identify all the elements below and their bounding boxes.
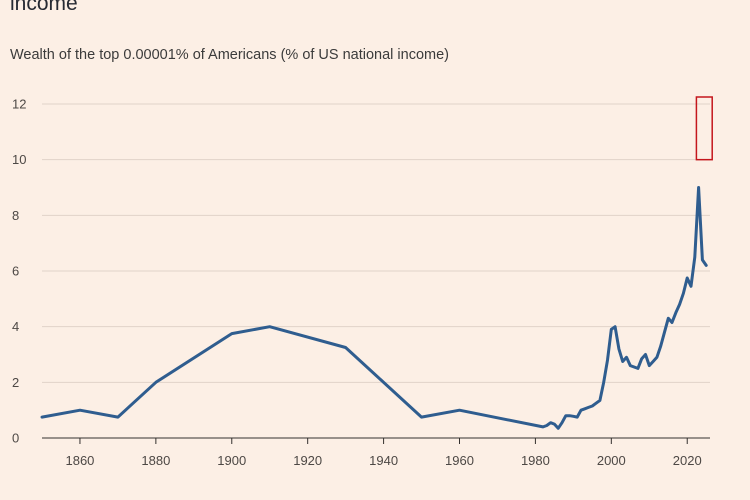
x-tick-label: 1940 bbox=[369, 453, 398, 468]
y-tick-label: 4 bbox=[12, 319, 19, 334]
y-tick-label: 8 bbox=[12, 208, 19, 223]
x-tick-label: 2000 bbox=[597, 453, 626, 468]
x-tick-label: 2020 bbox=[673, 453, 702, 468]
annotation-layer bbox=[695, 96, 713, 161]
chart-title: income bbox=[10, 0, 78, 15]
y-tick-label: 6 bbox=[12, 264, 19, 279]
gridlines bbox=[42, 103, 710, 439]
series-layer bbox=[40, 186, 708, 430]
y-tick-label: 12 bbox=[12, 97, 26, 112]
x-tick-label: 1860 bbox=[65, 453, 94, 468]
y-tick-label: 0 bbox=[12, 431, 19, 446]
x-tick-label: 1920 bbox=[293, 453, 322, 468]
x-tick-label: 1900 bbox=[217, 453, 246, 468]
x-axis-ticks: 1860 1880 1900 1920 1940 1960 1980 2000 2020 bbox=[65, 438, 702, 468]
y-axis-ticks: 0 2 4 6 8 10 12 bbox=[12, 97, 26, 446]
x-tick-label: 1960 bbox=[445, 453, 474, 468]
x-tick-label: 1880 bbox=[141, 453, 170, 468]
series-line bbox=[40, 186, 708, 430]
y-tick-label: 2 bbox=[12, 375, 19, 390]
y-tick-label: 10 bbox=[12, 152, 26, 167]
chart-subtitle: Wealth of the top 0.00001% of Americans … bbox=[10, 47, 450, 63]
x-tick-label: 1980 bbox=[521, 453, 550, 468]
highlight-box bbox=[695, 96, 713, 161]
